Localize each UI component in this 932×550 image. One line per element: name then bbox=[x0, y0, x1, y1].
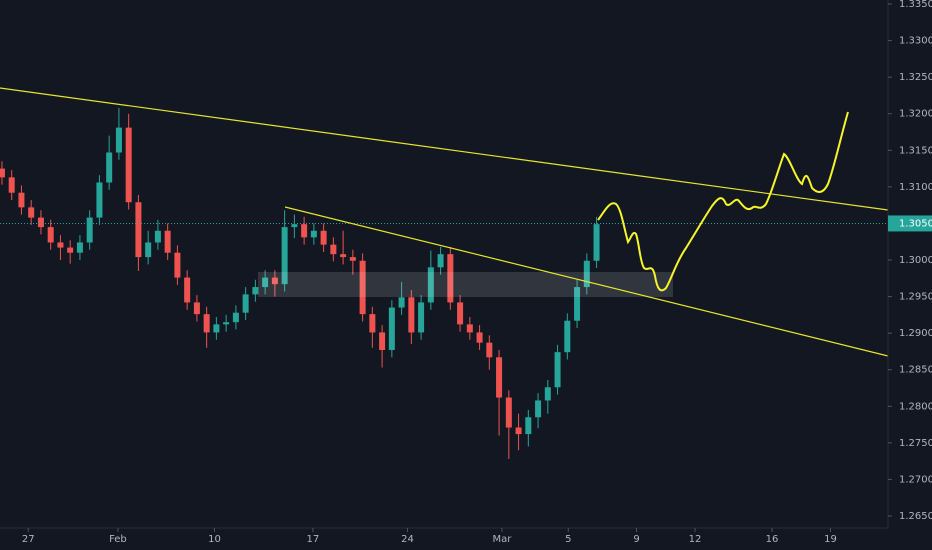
candle-body bbox=[525, 417, 532, 435]
candle-body bbox=[67, 247, 74, 253]
y-tick-label: 1.33500 bbox=[899, 0, 932, 10]
trend-line bbox=[0, 87, 889, 211]
candle-body bbox=[76, 242, 83, 253]
candle-body bbox=[125, 127, 132, 203]
candle-body bbox=[262, 277, 269, 288]
x-tick-label: 10 bbox=[208, 534, 221, 545]
x-tick-label: 9 bbox=[633, 534, 639, 545]
candle-body bbox=[427, 267, 434, 303]
last-price-box bbox=[888, 215, 932, 232]
candle-body bbox=[37, 217, 44, 228]
candle-body bbox=[505, 397, 512, 428]
candle-body bbox=[476, 332, 483, 343]
x-tick-label: 16 bbox=[766, 534, 779, 545]
candle-body bbox=[301, 224, 308, 238]
candle-body bbox=[418, 302, 425, 333]
candle-body bbox=[174, 252, 181, 278]
candle-body bbox=[515, 427, 522, 435]
y-tick-label: 1.31500 bbox=[899, 145, 932, 156]
candle-body bbox=[47, 227, 54, 243]
y-tick-label: 1.29000 bbox=[899, 328, 932, 339]
y-tick-label: 1.26500 bbox=[899, 511, 932, 522]
y-tick-label: 1.30000 bbox=[899, 255, 932, 266]
y-tick-label: 1.27500 bbox=[899, 438, 932, 449]
support-zone bbox=[258, 272, 673, 297]
y-tick-label: 1.33000 bbox=[899, 36, 932, 47]
x-tick-label: 24 bbox=[401, 534, 414, 545]
plot bbox=[0, 107, 888, 459]
candle-body bbox=[242, 294, 249, 313]
candle-body bbox=[398, 297, 405, 308]
candle-body bbox=[437, 254, 444, 268]
candle-body bbox=[564, 320, 571, 353]
candle-body bbox=[164, 230, 171, 253]
axes: 1.26500 1.27000 1.27500 1.28000 1.28500 1.290… bbox=[22, 0, 932, 545]
x-tick-label: Mar bbox=[493, 534, 513, 545]
candle-body bbox=[388, 307, 395, 350]
x-tick-label: Feb bbox=[109, 534, 127, 545]
y-tick-label: 1.32500 bbox=[899, 72, 932, 83]
candle-body bbox=[340, 254, 347, 258]
x-tick-label: 27 bbox=[22, 534, 35, 545]
x-tick-label: 5 bbox=[565, 534, 571, 545]
candle-body bbox=[28, 207, 35, 218]
candle-body bbox=[330, 244, 337, 255]
candle-body bbox=[379, 332, 386, 350]
candle-body bbox=[154, 230, 161, 243]
candle-body bbox=[535, 400, 542, 418]
candle-body bbox=[447, 254, 454, 303]
candle-body bbox=[554, 352, 561, 388]
y-tick-label: 1.29500 bbox=[899, 292, 932, 303]
candle-body bbox=[593, 224, 600, 261]
candle-body bbox=[223, 322, 230, 325]
x-tick-label: 17 bbox=[307, 534, 320, 545]
candle-body bbox=[232, 312, 239, 323]
candle-body bbox=[135, 202, 142, 258]
candle-body bbox=[145, 242, 152, 258]
candle-body bbox=[271, 277, 278, 285]
candle-body bbox=[574, 287, 581, 321]
candle-body bbox=[486, 342, 493, 358]
candle-body bbox=[369, 314, 376, 333]
candle-body bbox=[193, 302, 200, 315]
candle-body bbox=[583, 260, 590, 288]
candle-body bbox=[310, 230, 317, 238]
candle-body bbox=[281, 227, 288, 285]
candle-body bbox=[544, 387, 551, 401]
y-tick-label: 1.27000 bbox=[899, 474, 932, 485]
candle-body bbox=[457, 302, 464, 325]
candle-body bbox=[496, 357, 503, 398]
y-tick-label: 1.32000 bbox=[899, 109, 932, 120]
candle-body bbox=[86, 217, 93, 243]
x-tick-label: 12 bbox=[689, 534, 702, 545]
candle-body bbox=[408, 297, 415, 333]
trend-line bbox=[284, 206, 889, 357]
candle-body bbox=[0, 168, 5, 178]
candle-body bbox=[466, 324, 473, 333]
candle-body bbox=[252, 287, 259, 295]
y-tick-label: 1.28500 bbox=[899, 365, 932, 376]
y-tick-label: 1.31000 bbox=[899, 182, 932, 193]
candle-body bbox=[349, 257, 356, 261]
candle-body bbox=[203, 314, 210, 333]
candle-body bbox=[96, 182, 103, 218]
x-tick-label: 19 bbox=[824, 534, 837, 545]
candle-body bbox=[115, 127, 122, 153]
candle-body bbox=[184, 277, 191, 303]
candle-body bbox=[213, 324, 220, 333]
candle-body bbox=[359, 260, 366, 315]
y-tick-label: 1.28000 bbox=[899, 401, 932, 412]
candle-body bbox=[320, 230, 327, 245]
candle-body bbox=[57, 242, 64, 248]
last-price-label: 1.30500 bbox=[899, 218, 932, 229]
candle-body bbox=[291, 224, 298, 228]
candle-body bbox=[8, 177, 15, 193]
candle-body bbox=[18, 192, 25, 208]
candle-body bbox=[106, 152, 113, 183]
projection-path bbox=[597, 111, 849, 292]
